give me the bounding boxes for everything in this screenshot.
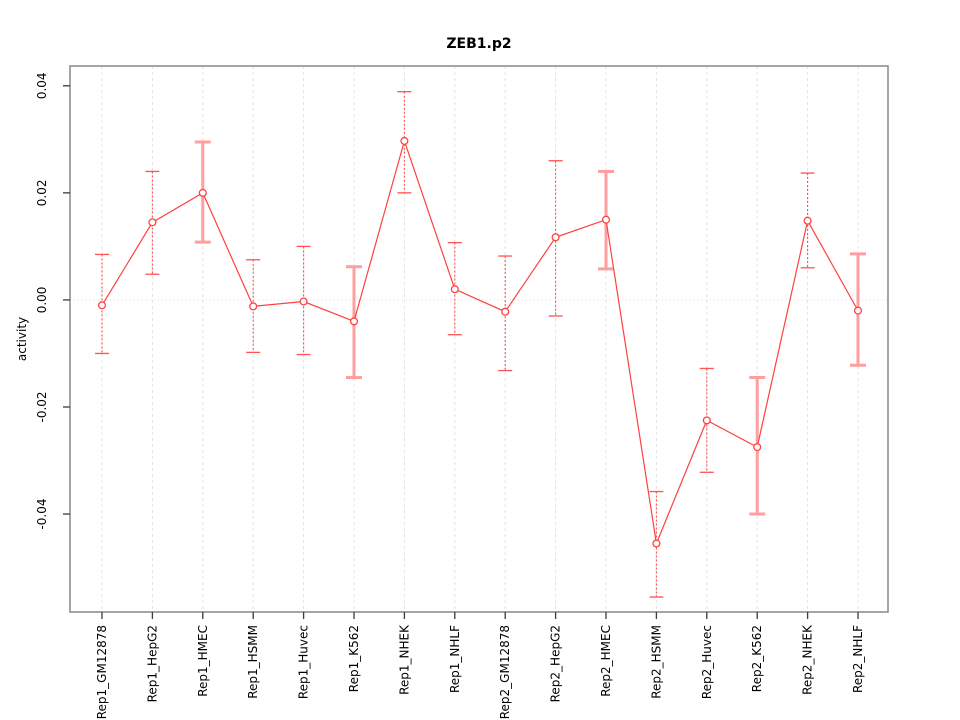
x-tick-label: Rep2_HMEC [599,625,613,697]
chart-layer: -0.04 -0.02 0.00 0.02 0.04 Rep1_GM12878 Rep1_H… [35,65,889,719]
x-tick-label: Rep2_HepG2 [549,625,563,702]
x-tick-label: Rep1_HSMM [246,625,260,699]
data-point-marker [400,136,409,145]
x-tick-label: Rep1_HMEC [196,625,210,697]
data-point-marker [299,297,308,306]
data-point-marker [501,307,510,316]
series-line [101,138,859,546]
x-tick-label: Rep1_Huvec [297,625,311,699]
x-tick-label: Rep1_NHLF [448,625,462,693]
x-tick-label: Rep2_NHLF [851,625,865,693]
plot-border [69,65,889,613]
data-point-marker [803,216,812,225]
x-tick-label: Rep1_HepG2 [145,625,159,702]
x-tick-label: Rep2_HSMM [649,625,663,699]
data-point-marker [601,215,611,224]
y-tick-label: 0.00 [35,287,49,314]
y-tick-label: -0.04 [35,499,49,530]
data-point-marker [148,218,157,227]
y-tick-label: 0.02 [35,180,49,207]
x-tick-label: Rep1_K562 [347,625,361,692]
data-point-marker [551,233,560,242]
y-tick-label: -0.02 [35,391,49,422]
x-tick-label: Rep2_NHEK [801,624,815,695]
data-point-marker [702,416,711,425]
x-tick-label: Rep1_GM12878 [95,625,109,719]
chart-title: ZEB1.p2 [446,36,511,52]
data-point-marker [753,443,762,452]
data-point-marker [349,317,359,326]
x-tick-label: Rep2_Huvec [700,625,714,699]
data-point-marker [450,285,459,294]
data-point-marker [853,306,863,315]
x-tick-label: Rep2_GM12878 [498,625,512,719]
data-point-marker [198,188,207,197]
data-point-marker [652,539,661,548]
data-point-marker [249,302,258,311]
x-tick-label: Rep2_K562 [750,625,764,692]
y-axis-label: activity [15,317,29,361]
y-tick-label: 0.04 [35,72,49,99]
x-tick-label: Rep1_NHEK [397,624,411,695]
data-point-marker [97,301,107,310]
